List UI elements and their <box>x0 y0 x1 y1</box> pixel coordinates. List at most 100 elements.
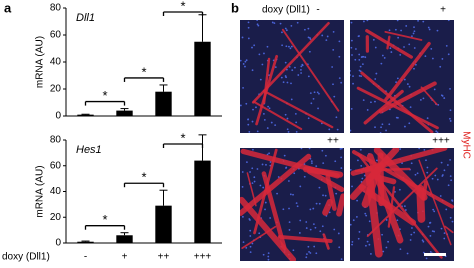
nucleus <box>268 252 270 254</box>
nucleus <box>240 60 242 62</box>
nucleus <box>387 241 389 243</box>
nucleus <box>251 47 253 49</box>
y-tick-label: 80 <box>50 135 62 146</box>
significance: * <box>180 130 185 145</box>
nucleus <box>445 209 447 211</box>
nucleus <box>325 155 327 157</box>
nucleus <box>299 186 301 188</box>
nucleus <box>351 22 353 24</box>
nucleus <box>358 238 360 240</box>
nucleus <box>364 56 366 58</box>
y-tick-label: 40 <box>50 57 62 68</box>
nucleus <box>399 148 401 150</box>
nucleus <box>428 226 430 228</box>
nucleus <box>259 185 261 187</box>
nucleus <box>340 167 342 169</box>
nucleus <box>282 208 284 210</box>
nucleus <box>305 221 307 223</box>
nucleus <box>309 38 311 40</box>
nucleus <box>258 53 260 55</box>
nucleus <box>317 108 319 110</box>
nucleus <box>363 21 365 23</box>
nucleus <box>260 79 262 81</box>
nucleus <box>335 193 337 195</box>
nucleus <box>444 232 446 234</box>
nucleus <box>313 246 315 248</box>
nucleus <box>450 109 452 111</box>
nucleus <box>276 193 278 195</box>
nucleus <box>400 248 402 250</box>
nucleus <box>359 70 361 72</box>
nucleus <box>358 54 360 56</box>
x-tick-label: +++ <box>194 252 212 263</box>
nucleus <box>370 101 372 103</box>
nucleus <box>350 47 352 49</box>
nucleus <box>432 230 434 232</box>
myotube <box>420 189 421 219</box>
nucleus <box>299 220 301 222</box>
bar <box>155 206 171 243</box>
nucleus <box>355 48 357 50</box>
nucleus <box>386 247 388 249</box>
nucleus <box>333 31 335 33</box>
nucleus <box>413 33 415 35</box>
nucleus <box>349 130 351 132</box>
nucleus <box>288 208 290 210</box>
nucleus <box>375 73 377 75</box>
nucleus <box>430 235 432 237</box>
nucleus <box>307 246 309 248</box>
nucleus <box>356 216 358 218</box>
nucleus <box>290 82 292 84</box>
nucleus <box>360 165 362 167</box>
condition-label: - <box>316 5 319 16</box>
nucleus <box>287 118 289 120</box>
nucleus <box>295 121 297 123</box>
nucleus <box>273 22 275 24</box>
nucleus <box>449 118 451 120</box>
nucleus <box>322 194 324 196</box>
nucleus <box>308 37 310 39</box>
nucleus <box>281 31 283 33</box>
x-tick-label: - <box>84 252 87 263</box>
nucleus <box>413 68 415 70</box>
nucleus <box>253 44 255 46</box>
nucleus <box>403 46 405 48</box>
nucleus <box>304 176 306 178</box>
nucleus <box>352 241 354 243</box>
nucleus <box>268 259 270 261</box>
nucleus <box>443 97 445 99</box>
nucleus <box>427 117 429 119</box>
significance: * <box>141 64 146 79</box>
nucleus <box>301 64 303 66</box>
bar <box>77 115 93 116</box>
nucleus <box>356 200 358 202</box>
nucleus <box>257 23 259 25</box>
nucleus <box>301 147 303 149</box>
nucleus <box>363 56 365 58</box>
nucleus <box>362 63 364 65</box>
y-axis-label: mRNA (AU) <box>35 36 46 88</box>
nucleus <box>283 81 285 83</box>
nucleus <box>338 40 340 42</box>
nucleus <box>429 29 431 31</box>
nucleus <box>350 224 352 226</box>
nucleus <box>242 87 244 89</box>
nucleus <box>248 131 250 133</box>
nucleus <box>288 180 290 182</box>
nucleus <box>281 77 283 79</box>
nucleus <box>400 30 402 32</box>
nucleus <box>389 47 391 49</box>
nucleus <box>338 56 340 58</box>
bar <box>116 235 132 243</box>
nucleus <box>308 117 310 119</box>
bar <box>194 161 210 243</box>
nucleus <box>327 36 329 38</box>
nucleus <box>333 229 335 231</box>
nucleus <box>397 77 399 79</box>
nucleus <box>292 249 294 251</box>
nucleus <box>274 124 276 126</box>
nucleus <box>315 252 317 254</box>
nucleus <box>414 30 416 32</box>
nucleus <box>437 179 439 181</box>
nucleus <box>426 257 428 259</box>
